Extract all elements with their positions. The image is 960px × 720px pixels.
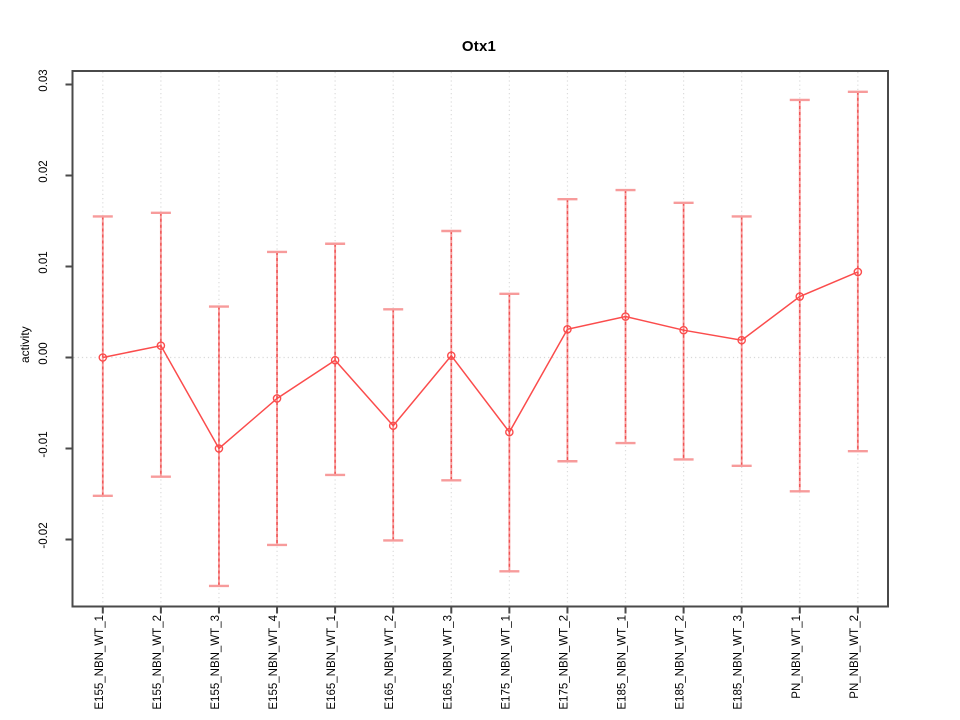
data-point-marker (563, 324, 572, 334)
x-tick-label: E155_NBN_WT_3 (210, 615, 222, 710)
data-point-marker (330, 355, 340, 365)
y-tick-label: 0.03 (38, 69, 50, 91)
data-point-marker (505, 427, 514, 437)
x-tick-label: E165_NBN_WT_3 (442, 615, 454, 710)
plot-box (71, 70, 889, 608)
data-point-marker (214, 444, 224, 453)
data-point-marker (679, 325, 688, 335)
x-tick-label: E155_NBN_WT_2 (152, 615, 164, 710)
data-point-marker (98, 353, 108, 362)
x-tick-label: E165_NBN_WT_1 (326, 615, 338, 710)
x-tick-label: PN_NBN_WT_2 (849, 615, 861, 699)
y-tick-label: 0.02 (38, 160, 50, 182)
x-tick-label: E185_NBN_WT_1 (617, 615, 629, 710)
data-point-marker (272, 394, 282, 403)
series-line (102, 271, 859, 450)
x-tick-label: E155_NBN_WT_1 (94, 615, 106, 710)
y-tick-label: -0.02 (38, 522, 50, 548)
data-point-marker (795, 292, 805, 301)
y-tick-label: -0.01 (38, 431, 50, 457)
x-tick-label: E185_NBN_WT_3 (733, 615, 745, 710)
data-point-marker (853, 267, 863, 277)
y-tick-label: 0.01 (38, 251, 50, 273)
y-tick-label: 0.00 (38, 342, 50, 364)
x-tick-label: E175_NBN_WT_1 (500, 615, 512, 710)
x-tick-label: PN_NBN_WT_1 (791, 615, 803, 699)
data-point-marker (156, 341, 166, 350)
data-point-marker (446, 351, 456, 360)
data-point-marker (621, 312, 630, 321)
x-tick-label: E175_NBN_WT_2 (558, 615, 570, 710)
x-tick-label: E155_NBN_WT_4 (268, 614, 280, 709)
chart-title: Otx1 (461, 38, 497, 55)
data-point-marker (388, 421, 398, 431)
x-tick-label: E185_NBN_WT_2 (675, 615, 687, 710)
data-point-marker (737, 335, 746, 345)
x-tick-label: E165_NBN_WT_2 (384, 615, 396, 710)
